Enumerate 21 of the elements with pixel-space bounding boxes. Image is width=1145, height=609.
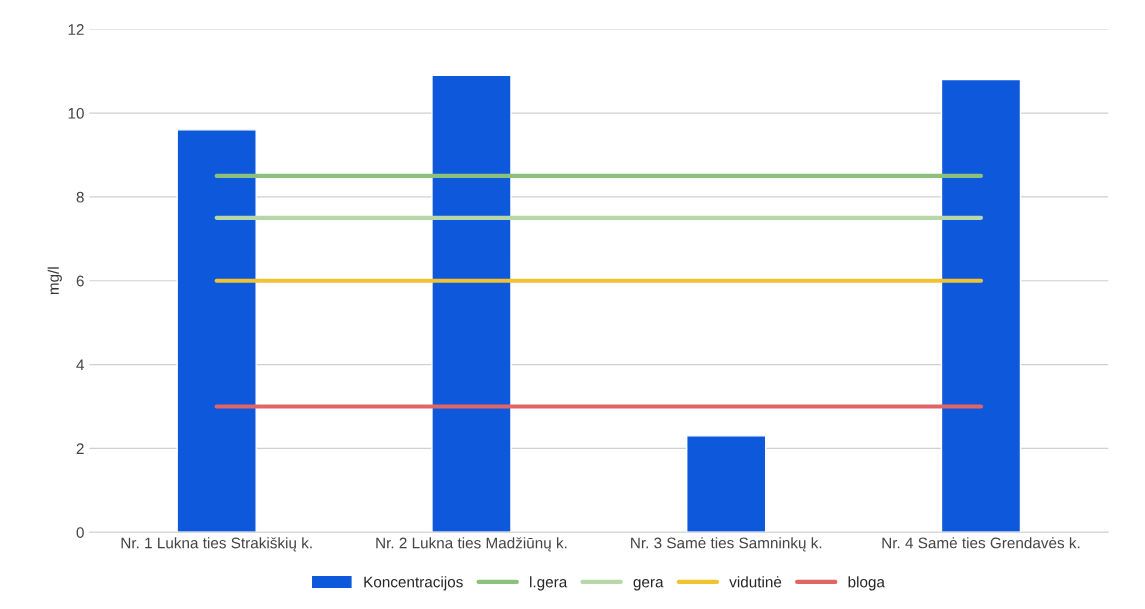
x-tick-label: Nr. 4 Samė ties Grendavės k. <box>882 537 1080 549</box>
y-tick-label: 4 <box>76 359 84 371</box>
bar <box>431 74 512 533</box>
x-tick-label: Nr. 1 Lukna ties Strakiškių k. <box>121 537 312 552</box>
y-tick-label: 6 <box>76 275 84 287</box>
y-tick-label: 12 <box>68 24 84 35</box>
x-tick-label: Nr. 2 Lukna ties Madžiūnų k. <box>376 537 567 552</box>
bar <box>686 435 767 533</box>
bar <box>176 129 257 533</box>
legend-label: vidutinė <box>729 576 782 588</box>
legend-label: Koncentracijos <box>364 576 463 591</box>
legend-label: bloga <box>848 576 885 591</box>
legend-label: l.gera <box>530 576 568 591</box>
y-tick-label: 8 <box>76 191 84 203</box>
y-tick-label: 0 <box>76 527 84 538</box>
x-tick-label: Nr. 3 Samė ties Samninkų k. <box>631 537 822 552</box>
y-axis-title: mg/l <box>47 267 62 295</box>
y-tick-label: 10 <box>68 107 84 119</box>
bar <box>940 78 1022 533</box>
y-tick-label: 2 <box>76 443 84 454</box>
legend-label: gera <box>633 579 664 591</box>
